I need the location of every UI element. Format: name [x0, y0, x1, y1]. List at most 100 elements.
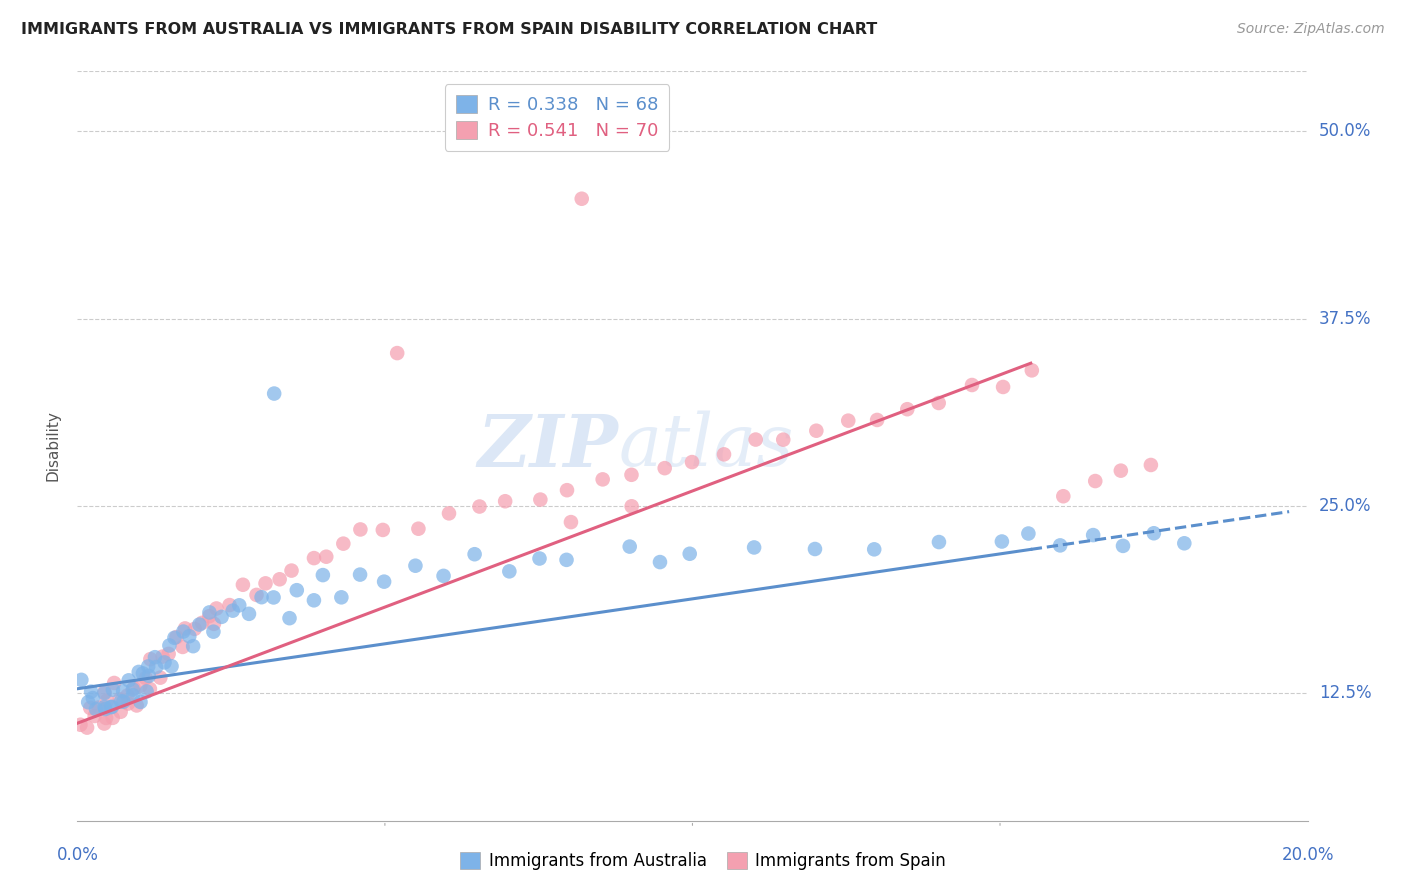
Text: 50.0%: 50.0% [1319, 122, 1371, 140]
Point [960, 378, 983, 392]
Text: 12.5%: 12.5% [1319, 684, 1371, 702]
Point [93, 686, 115, 700]
Point [555, 483, 578, 498]
Point [129, 679, 152, 693]
Point [76, 721, 98, 735]
Point [172, 624, 194, 639]
Point [172, 640, 194, 654]
Point [112, 684, 135, 698]
Point [263, 591, 285, 605]
Point [1084, 474, 1107, 488]
Point [408, 522, 430, 536]
Point [157, 647, 180, 661]
Point [202, 624, 225, 639]
Text: 37.5%: 37.5% [1319, 310, 1371, 327]
Point [157, 639, 180, 653]
Point [744, 433, 766, 447]
Point [198, 609, 221, 624]
Point [373, 574, 395, 589]
Point [122, 681, 145, 695]
Point [555, 553, 578, 567]
Point [571, 192, 593, 206]
Text: ZIP: ZIP [478, 410, 619, 482]
Point [238, 607, 260, 621]
Text: 0.0%: 0.0% [56, 846, 98, 863]
Point [404, 558, 426, 573]
Point [121, 682, 143, 697]
Point [713, 447, 735, 461]
Point [280, 564, 302, 578]
Point [648, 555, 671, 569]
Point [529, 492, 551, 507]
Point [285, 583, 308, 598]
Text: 20.0%: 20.0% [1281, 846, 1334, 863]
Point [866, 413, 889, 427]
Point [93, 700, 115, 714]
Point [371, 523, 394, 537]
Point [181, 639, 204, 653]
Point [122, 688, 145, 702]
Point [179, 629, 201, 643]
Point [152, 649, 174, 664]
Point [1112, 539, 1135, 553]
Point [125, 698, 148, 713]
Point [432, 569, 454, 583]
Point [1109, 464, 1132, 478]
Point [93, 685, 115, 699]
Point [139, 681, 162, 696]
Point [110, 694, 132, 708]
Point [269, 572, 291, 586]
Point [103, 676, 125, 690]
Point [1021, 363, 1043, 377]
Point [991, 380, 1014, 394]
Point [108, 692, 131, 706]
Point [87, 700, 110, 714]
Point [806, 424, 828, 438]
Point [315, 549, 337, 564]
Point [263, 386, 285, 401]
Text: 25.0%: 25.0% [1319, 497, 1371, 515]
Point [174, 622, 197, 636]
Legend: R = 0.338   N = 68, R = 0.541   N = 70: R = 0.338 N = 68, R = 0.541 N = 70 [444, 84, 669, 151]
Point [679, 547, 702, 561]
Point [991, 534, 1014, 549]
Point [93, 716, 115, 731]
Point [198, 606, 221, 620]
Point [211, 610, 233, 624]
Point [138, 669, 160, 683]
Point [928, 396, 950, 410]
Point [129, 695, 152, 709]
Point [135, 684, 157, 698]
Point [117, 689, 139, 703]
Y-axis label: Disability: Disability [45, 410, 60, 482]
Point [232, 578, 254, 592]
Point [349, 523, 371, 537]
Point [101, 699, 124, 714]
Point [191, 615, 214, 630]
Point [654, 461, 676, 475]
Point [464, 547, 486, 561]
Point [94, 711, 117, 725]
Point [160, 659, 183, 673]
Point [79, 701, 101, 715]
Point [110, 705, 132, 719]
Point [498, 565, 520, 579]
Point [80, 684, 103, 698]
Point [1140, 458, 1163, 472]
Point [620, 467, 643, 482]
Point [132, 666, 155, 681]
Point [228, 599, 250, 613]
Point [143, 650, 166, 665]
Point [96, 693, 118, 707]
Point [250, 590, 273, 604]
Point [1052, 489, 1074, 503]
Point [136, 659, 159, 673]
Point [681, 455, 703, 469]
Point [218, 598, 240, 612]
Point [82, 691, 104, 706]
Text: Source: ZipAtlas.com: Source: ZipAtlas.com [1237, 22, 1385, 37]
Point [1049, 538, 1071, 552]
Point [94, 702, 117, 716]
Point [592, 472, 614, 486]
Point [278, 611, 301, 625]
